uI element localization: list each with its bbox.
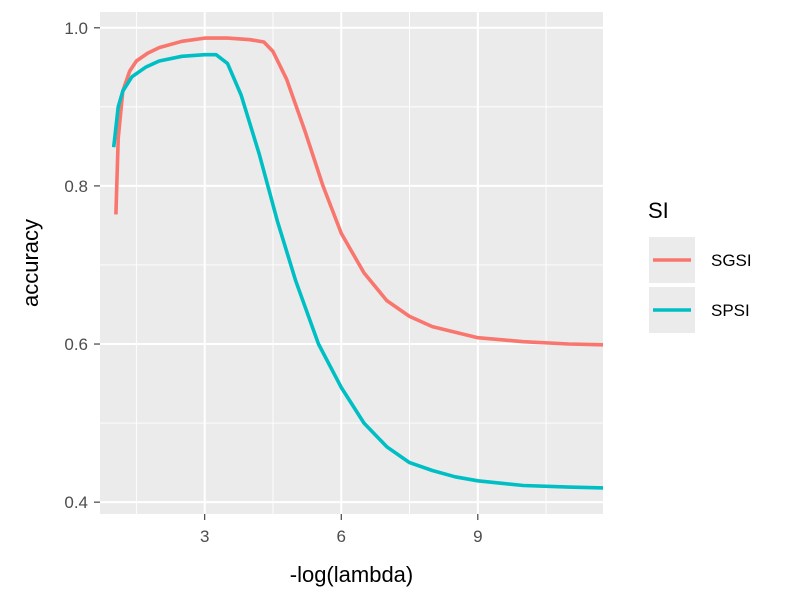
x-axis-title: -log(lambda)	[290, 562, 414, 587]
y-tick-label: 0.8	[64, 177, 88, 196]
y-tick-label: 0.4	[64, 493, 88, 512]
plot-panel	[100, 12, 603, 514]
legend-title: SI	[648, 198, 669, 223]
minor-gridlines	[100, 12, 603, 514]
series-lines	[111, 36, 604, 490]
y-axis-title: accuracy	[18, 219, 43, 307]
legend-label-spsi: SPSI	[711, 301, 750, 320]
legend-keys: SGSI SPSI	[649, 237, 752, 333]
y-axis-ticks: 0.4 0.6 0.8 1.0	[64, 19, 100, 512]
series-line-spsi	[111, 52, 604, 490]
x-tick-label: 3	[200, 527, 209, 546]
series-line-sgsi	[114, 36, 604, 347]
x-axis-ticks: 3 6 9	[200, 514, 483, 546]
x-tick-label: 9	[473, 527, 482, 546]
legend-label-sgsi: SGSI	[711, 251, 752, 270]
x-tick-label: 6	[337, 527, 346, 546]
legend: SI SGSI SPSI	[648, 198, 752, 333]
major-gridlines	[100, 12, 603, 514]
y-tick-label: 1.0	[64, 19, 88, 38]
y-tick-label: 0.6	[64, 335, 88, 354]
